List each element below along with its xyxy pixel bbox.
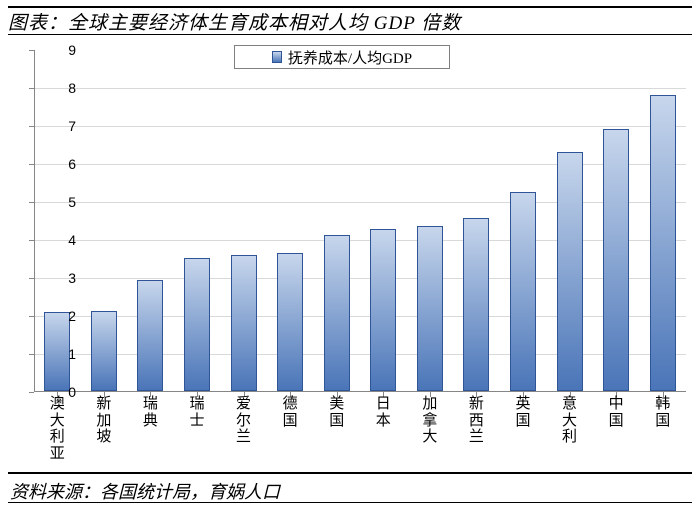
xlabel: 新加坡	[94, 396, 114, 446]
ytick	[29, 354, 34, 355]
xlabel: 瑞典	[140, 396, 160, 429]
xlabel: 德国	[280, 396, 300, 429]
ytick	[29, 392, 34, 393]
plot-area	[34, 50, 686, 392]
xlabel: 新西兰	[466, 396, 486, 446]
ytick-label: 3	[46, 270, 76, 286]
bar	[417, 226, 443, 391]
xlabel: 瑞士	[187, 396, 207, 429]
bar	[91, 311, 117, 391]
ytick	[29, 50, 34, 51]
ytick	[29, 278, 34, 279]
ytick	[29, 164, 34, 165]
ytick-label: 2	[46, 308, 76, 324]
gridline	[35, 164, 686, 165]
gridline	[35, 278, 686, 279]
x-axis	[34, 391, 686, 392]
ytick-label: 1	[46, 346, 76, 362]
bar	[603, 129, 629, 391]
ytick	[29, 126, 34, 127]
ytick-label: 7	[46, 118, 76, 134]
ytick	[29, 202, 34, 203]
bar	[231, 255, 257, 391]
bar	[184, 258, 210, 391]
xlabel: 意大利	[560, 396, 580, 446]
footer-rule-bottom	[8, 502, 692, 503]
xlabel: 中国	[606, 396, 626, 429]
xlabel: 日本	[373, 396, 393, 429]
ytick-label: 6	[46, 156, 76, 172]
ytick-label: 8	[46, 80, 76, 96]
source-text: 资料来源：各国统计局，育娲人口	[10, 478, 280, 504]
y-axis	[34, 50, 35, 392]
ytick	[29, 88, 34, 89]
xlabel: 美国	[327, 396, 347, 429]
header-rule-under	[8, 34, 692, 35]
xlabel: 英国	[513, 396, 533, 429]
gridline	[35, 88, 686, 89]
bar	[650, 95, 676, 391]
ytick-label: 9	[46, 42, 76, 58]
gridline	[35, 240, 686, 241]
ytick	[29, 240, 34, 241]
footer-rule-top	[8, 472, 692, 474]
xlabel: 澳大利亚	[47, 396, 67, 462]
xlabel: 加拿大	[420, 396, 440, 446]
bar	[463, 218, 489, 391]
gridline	[35, 316, 686, 317]
chart-title: 图表：全球主要经济体生育成本相对人均 GDP 倍数	[8, 8, 692, 35]
ytick-label: 4	[46, 232, 76, 248]
bar	[557, 152, 583, 391]
bar	[324, 235, 350, 391]
bar	[137, 280, 163, 391]
xlabel: 爱尔兰	[234, 396, 254, 446]
xlabel: 韩国	[653, 396, 673, 429]
bar	[370, 229, 396, 391]
ytick-label: 5	[46, 194, 76, 210]
ytick	[29, 316, 34, 317]
gridline	[35, 126, 686, 127]
gridline	[35, 354, 686, 355]
gridline	[35, 202, 686, 203]
bar	[510, 192, 536, 392]
bar	[277, 253, 303, 391]
